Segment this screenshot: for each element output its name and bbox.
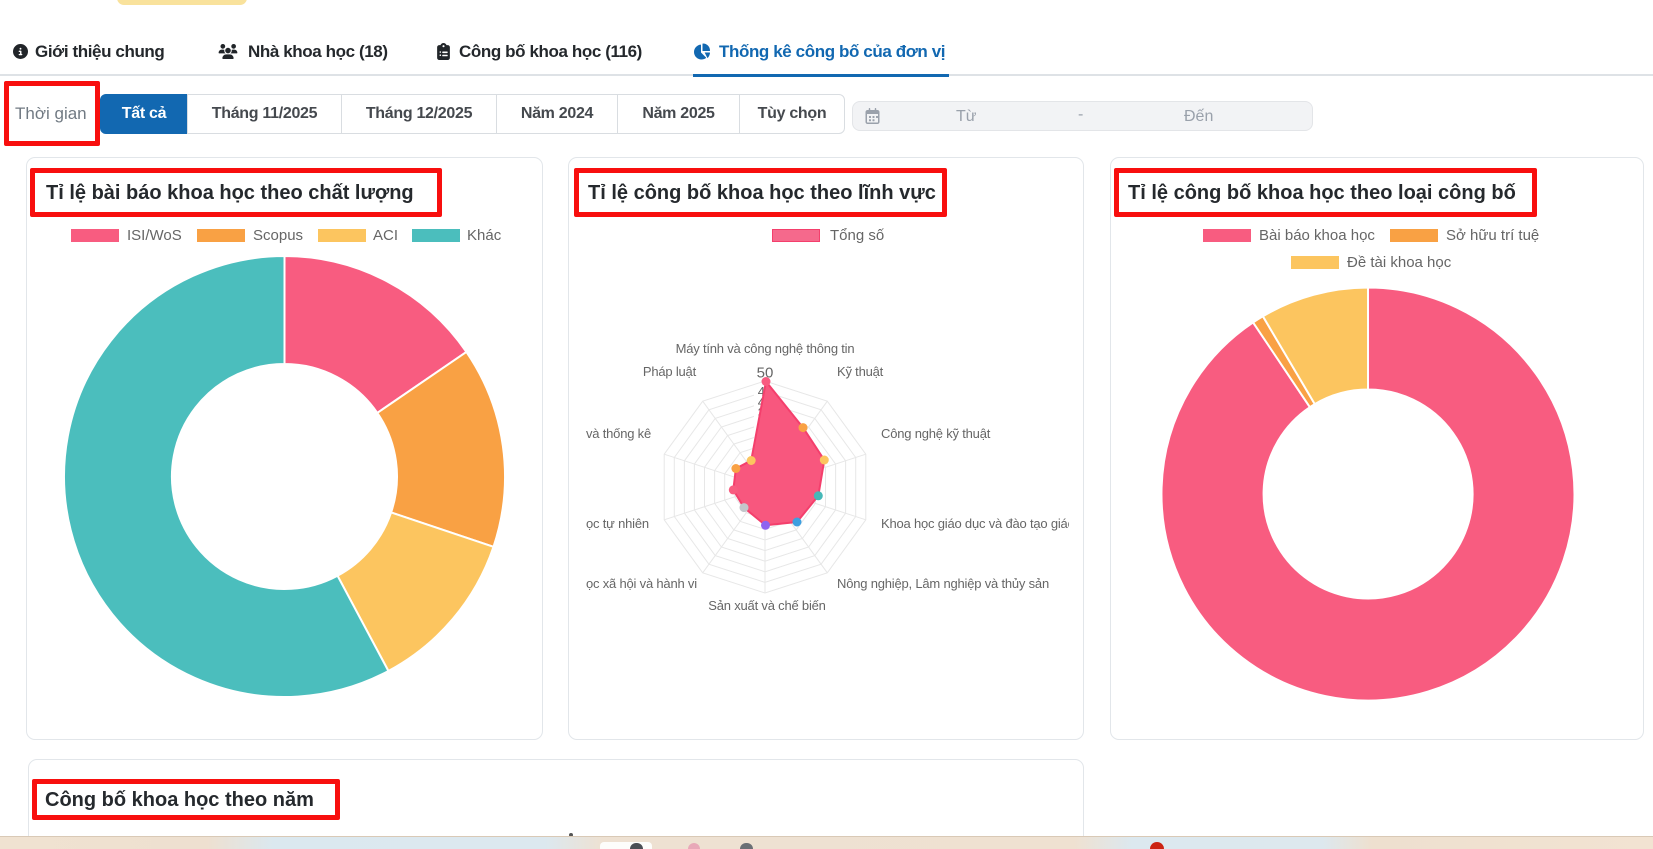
svg-text:Sản xuất và chế biến: Sản xuất và chế biến (708, 598, 825, 613)
svg-text:Máy tính và công nghệ thông ti: Máy tính và công nghệ thông tin (676, 341, 855, 356)
svg-text:Kỹ thuật: Kỹ thuật (837, 364, 884, 379)
svg-text:và thống kê: và thống kê (586, 426, 651, 441)
svg-text:Pháp luật: Pháp luật (643, 364, 697, 379)
svg-text:Khoa học giáo dục và đào tạo g: Khoa học giáo dục và đào tạo giáo (881, 516, 1069, 531)
svg-text:Công nghệ kỹ thuật: Công nghệ kỹ thuật (881, 426, 991, 441)
svg-text:ọc xã hội và hành vi: ọc xã hội và hành vi (586, 576, 697, 591)
svg-text:Nông nghiệp, Lâm nghiệp và thủ: Nông nghiệp, Lâm nghiệp và thủy sản (837, 576, 1049, 591)
svg-text:ọc tự nhiên: ọc tự nhiên (586, 516, 649, 531)
svg-text:50: 50 (757, 365, 774, 382)
